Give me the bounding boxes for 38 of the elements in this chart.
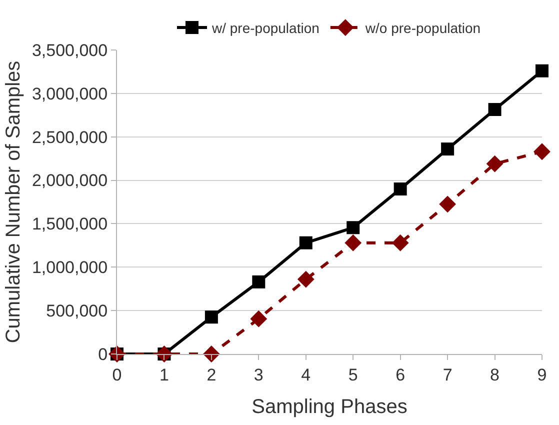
x-tick-label: 1 — [159, 365, 169, 384]
y-tick-label: 500,000 — [46, 302, 108, 321]
point — [439, 196, 456, 213]
point — [392, 234, 409, 252]
x-tick-label: 7 — [442, 365, 452, 384]
x-axis-title: Sampling Phases — [252, 396, 408, 418]
legend-label: w/ pre-population — [211, 20, 320, 36]
x-tick-label: 3 — [254, 365, 264, 384]
y-tick-label: 0 — [98, 344, 108, 364]
x-tick-label: 0 — [112, 365, 122, 384]
point — [488, 103, 502, 116]
legend-label: w/o pre-population — [364, 20, 481, 36]
point — [297, 270, 314, 288]
x-tick-label: 5 — [348, 365, 358, 384]
point — [204, 310, 218, 324]
point — [252, 275, 266, 288]
y-tick-label: 2,500,000 — [32, 128, 108, 147]
point — [534, 143, 550, 160]
y-tick-label: 1,500,000 — [32, 214, 108, 234]
point — [344, 234, 362, 252]
point — [299, 236, 312, 250]
y-tick-label: 2,000,000 — [32, 171, 108, 190]
point — [486, 155, 504, 172]
point — [250, 310, 268, 328]
y-tick-label: 3,000,000 — [32, 84, 108, 104]
point — [202, 346, 220, 362]
x-tick-label: 8 — [490, 365, 500, 384]
x-tick-label: 6 — [396, 365, 406, 384]
x-tick-label: 9 — [537, 365, 547, 384]
x-tick-label: 4 — [301, 365, 311, 384]
x-tick-label: 2 — [206, 365, 216, 384]
point — [346, 221, 360, 234]
y-tick-label: 1,000,000 — [32, 258, 108, 278]
point — [394, 182, 407, 196]
y-axis-title: Cumulative Number of Samples — [2, 60, 24, 344]
y-tick-label: 3,500,000 — [32, 40, 108, 60]
point — [536, 64, 548, 78]
point — [441, 142, 454, 156]
